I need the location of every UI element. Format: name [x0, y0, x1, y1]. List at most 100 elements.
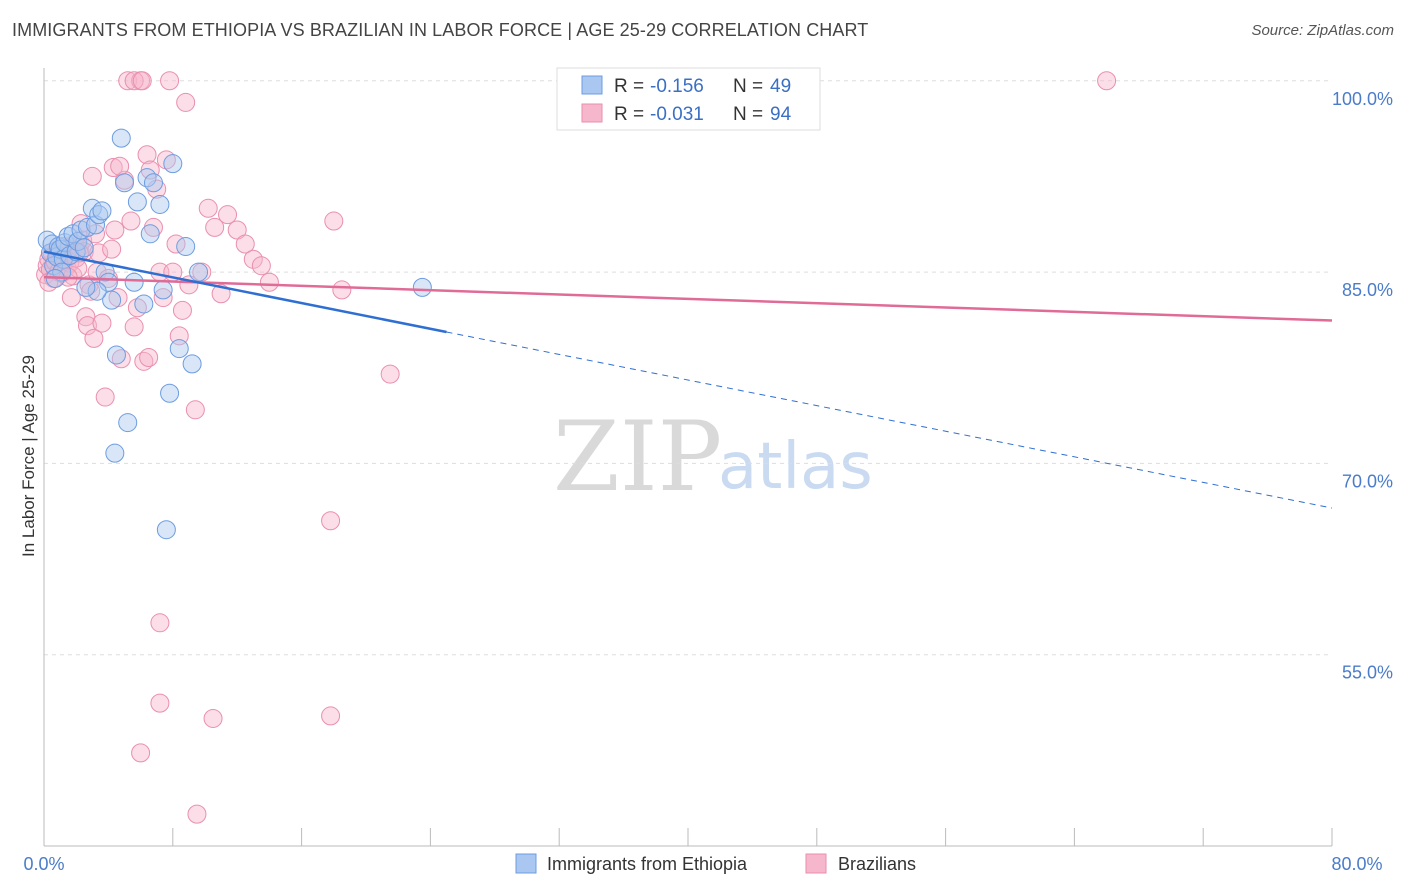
- legend-n-label-2: N =: [733, 104, 763, 125]
- y-tick-label-1: 85.0%: [1342, 280, 1393, 300]
- brazilians-point: [324, 211, 344, 231]
- watermark-atlas: atlas: [718, 430, 873, 504]
- brazilians-point: [95, 387, 115, 407]
- brazilians-point: [235, 234, 255, 254]
- legend-r-value-1: -0.156: [650, 76, 704, 97]
- bottom-legend-brazilians: Brazilians: [838, 854, 916, 874]
- watermark-zip: ZIP: [553, 401, 722, 513]
- legend-n-label-1: N =: [733, 76, 763, 97]
- ethiopia-point: [137, 168, 157, 188]
- brazilians-point: [259, 272, 279, 292]
- legend-r-label-2: R =: [614, 104, 644, 125]
- legend-swatch-brazilians: [581, 103, 603, 123]
- brazilians-point: [185, 400, 205, 420]
- ethiopia-point: [76, 277, 96, 297]
- legend-n-value-2: 94: [770, 104, 792, 125]
- brazilians-point: [332, 280, 352, 300]
- brazilians-point: [198, 198, 218, 218]
- brazilians-point: [153, 288, 173, 308]
- brazilians-point: [176, 92, 196, 112]
- x-axis-ticks: [172, 828, 1333, 846]
- ethiopia-point: [106, 345, 126, 365]
- brazilians-point: [187, 804, 207, 824]
- ethiopia-point: [92, 201, 112, 221]
- ethiopia-point: [111, 128, 131, 148]
- ethiopia-point: [87, 281, 107, 301]
- top-legend: R = -0.156 N = 49 R = -0.031 N = 94: [556, 67, 821, 131]
- brazilians-point: [118, 71, 138, 91]
- brazilians-point: [61, 288, 81, 308]
- ethiopia-point: [89, 205, 109, 225]
- chart-source: Source: ZipAtlas.com: [1251, 22, 1394, 39]
- brazilians-point: [203, 708, 223, 728]
- ethiopia-point: [150, 194, 170, 214]
- brazilians-point: [139, 348, 159, 368]
- chart-title: IMMIGRANTS FROM ETHIOPIA VS BRAZILIAN IN…: [12, 20, 869, 40]
- brazilians-point: [84, 328, 104, 348]
- brazilians-point: [137, 145, 157, 165]
- brazilians-point: [218, 205, 238, 225]
- brazilians-point: [251, 256, 271, 276]
- brazilians-point: [103, 157, 123, 177]
- brazilians-point: [140, 160, 160, 180]
- ethiopia-point: [163, 154, 183, 174]
- ethiopia-point: [176, 237, 196, 257]
- brazilians-point: [121, 211, 141, 231]
- ethiopia-point: [86, 215, 106, 235]
- x-tick-label-max: 80.0%: [1331, 854, 1382, 874]
- brazilians-point: [205, 217, 225, 237]
- y-tick-label-2: 70.0%: [1342, 471, 1393, 491]
- ethiopia-point: [189, 262, 209, 282]
- brazilians-point: [172, 300, 192, 320]
- ethiopia-trend-line-dashed: [446, 331, 1333, 509]
- brazilians-point: [131, 743, 151, 763]
- brazilians-point: [1097, 71, 1117, 91]
- ethiopia-point: [115, 173, 134, 193]
- legend-swatch-ethiopia: [581, 75, 603, 95]
- brazilians-point: [321, 511, 341, 531]
- brazilians-point: [77, 316, 97, 336]
- ethiopia-point: [169, 339, 189, 359]
- bottom-legend-swatch-ethiopia: [515, 853, 537, 874]
- ethiopia-point: [105, 443, 125, 463]
- ethiopia-point: [160, 383, 180, 403]
- ethiopia-point: [118, 413, 138, 433]
- ethiopia-point: [156, 520, 176, 540]
- ethiopia-point: [134, 294, 154, 314]
- brazilians-point: [380, 364, 400, 384]
- ethiopia-point: [127, 192, 147, 212]
- brazilians-point: [124, 317, 144, 337]
- ethiopia-point: [182, 354, 202, 374]
- legend-r-value-2: -0.031: [650, 104, 704, 125]
- brazilians-point: [110, 156, 130, 176]
- brazilians-point: [211, 284, 231, 304]
- ethiopia-point: [412, 277, 432, 297]
- bottom-legend-swatch-brazilians: [805, 853, 827, 874]
- brazilians-point: [124, 71, 144, 91]
- ethiopia-point: [102, 290, 122, 310]
- trend-lines: [43, 250, 1333, 509]
- ethiopia-point: [74, 238, 94, 258]
- brazilians-point: [243, 249, 263, 269]
- brazilians-point: [105, 220, 125, 240]
- brazilians-point: [92, 313, 112, 333]
- ethiopia-point: [124, 272, 144, 292]
- brazilians-point: [150, 613, 170, 633]
- brazilians-point: [132, 71, 152, 91]
- ethiopia-trend-line: [43, 250, 447, 334]
- brazilians-trend-line: [43, 275, 1333, 322]
- y-tick-label-3: 55.0%: [1342, 663, 1393, 683]
- gridlines: [44, 80, 1332, 656]
- legend-n-value-1: 49: [770, 76, 791, 97]
- bottom-legend: Immigrants from Ethiopia Brazilians: [515, 853, 916, 874]
- bottom-legend-ethiopia: Immigrants from Ethiopia: [547, 854, 748, 874]
- y-axis-label: In Labor Force | Age 25-29: [19, 355, 38, 557]
- brazilians-point: [160, 71, 180, 91]
- ethiopia-point: [153, 280, 173, 300]
- brazilians-point: [102, 239, 122, 259]
- brazilians-point: [321, 706, 341, 726]
- x-tick-label-min: 0.0%: [23, 854, 64, 874]
- ethiopia-point: [77, 217, 97, 237]
- ethiopia-point: [143, 173, 163, 193]
